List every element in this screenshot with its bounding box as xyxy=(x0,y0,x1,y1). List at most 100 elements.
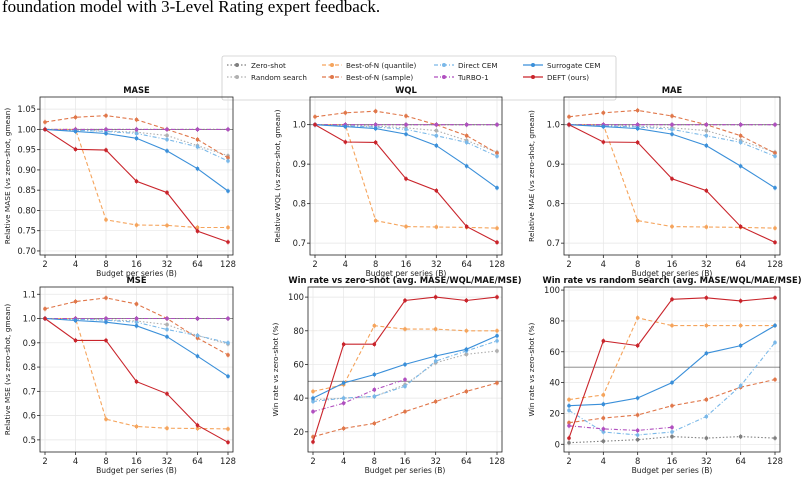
data-point xyxy=(434,143,439,148)
data-point xyxy=(341,396,346,400)
data-point xyxy=(738,164,743,168)
chart-panel-3: 0.7 0.8 0.9 1.0 2 4 8 16 32 64 128 MAE Budget per se… xyxy=(527,85,783,278)
data-point xyxy=(434,225,439,229)
legend-label: Best-of-N (sample) xyxy=(346,73,413,82)
data-point xyxy=(165,327,169,332)
data-point xyxy=(704,323,709,328)
x-tick-label: 16 xyxy=(401,259,412,269)
x-tick-label: 4 xyxy=(73,456,78,466)
data-point xyxy=(104,148,108,152)
series-surrogate-cem xyxy=(311,333,499,401)
data-point xyxy=(495,154,499,159)
legend-frame xyxy=(221,55,617,101)
data-point xyxy=(195,423,200,428)
data-point xyxy=(104,338,108,343)
data-point xyxy=(226,374,230,379)
data-point xyxy=(601,402,606,406)
data-point xyxy=(738,224,743,229)
y-axis-label: Relative MASE (vs zero-shot, gmean) xyxy=(3,108,12,245)
data-point xyxy=(134,117,139,122)
x-axis-label: Budget per series (B) xyxy=(366,269,447,278)
data-point xyxy=(104,296,108,300)
data-point xyxy=(104,320,108,324)
data-point xyxy=(134,127,139,132)
data-point xyxy=(567,423,571,428)
data-point xyxy=(434,188,439,193)
data-point xyxy=(464,389,469,394)
x-axis-label: Budget per series (B) xyxy=(365,466,446,475)
data-point xyxy=(635,108,640,113)
data-point xyxy=(433,295,438,299)
data-point xyxy=(104,217,108,222)
chart-panel-4: 0.5 0.6 0.7 0.8 0.9 1.0 1.1 2 4 8 16 32 64 128 MSE Budg… xyxy=(3,275,236,475)
data-point xyxy=(773,295,777,300)
data-point xyxy=(104,417,108,422)
chart-panel-5: 20 40 60 80 100 2 4 8 16 32 64 128 Win rate vs zero-… xyxy=(271,275,522,475)
series-zero-shot xyxy=(567,434,777,446)
x-tick-label: 2 xyxy=(42,456,47,466)
series-deft-ours xyxy=(313,122,499,245)
series-deft-ours xyxy=(567,122,777,245)
series-turbo-1 xyxy=(311,377,407,415)
data-point xyxy=(601,124,606,129)
x-tick-label: 128 xyxy=(767,259,783,269)
data-point xyxy=(704,351,709,356)
data-point xyxy=(601,430,606,434)
data-point xyxy=(373,126,378,131)
data-point xyxy=(738,140,743,145)
legend-item: Random search xyxy=(227,73,307,82)
data-point xyxy=(670,425,674,430)
legend: Zero-shot Random search Best-of-N (quantil… xyxy=(221,55,617,101)
data-point xyxy=(601,111,606,115)
data-point xyxy=(403,298,407,303)
data-point xyxy=(226,189,230,193)
x-tick-label: 64 xyxy=(735,259,746,269)
x-tick-label: 128 xyxy=(489,259,505,269)
x-tick-label: 128 xyxy=(220,259,236,269)
data-point xyxy=(704,128,709,133)
data-point xyxy=(670,176,674,181)
x-tick-label: 64 xyxy=(461,259,472,269)
data-point xyxy=(635,437,640,442)
data-point xyxy=(635,126,640,131)
data-point xyxy=(704,122,709,127)
data-point xyxy=(773,340,777,345)
data-point xyxy=(704,225,709,229)
series-best-of-n-sample xyxy=(311,380,499,440)
series-line xyxy=(568,425,673,431)
x-tick-label: 4 xyxy=(343,259,348,269)
y-tick-label: 0.5 xyxy=(23,435,36,445)
legend-label: DEFT (ours) xyxy=(547,73,589,82)
data-point xyxy=(195,333,200,338)
y-tick-label: 0.7 xyxy=(293,238,306,248)
y-axis-label: Relative MAE (vs zero-shot, gmean) xyxy=(527,110,536,242)
data-point xyxy=(134,131,139,136)
y-tick-label: 1.1 xyxy=(23,289,36,299)
y-tick-label: 40 xyxy=(549,378,560,388)
data-point xyxy=(773,436,777,440)
data-point xyxy=(601,339,606,343)
x-tick-label: 128 xyxy=(489,456,505,466)
data-point xyxy=(495,295,499,299)
data-point xyxy=(195,316,200,321)
x-tick-label: 8 xyxy=(372,456,377,466)
x-tick-label: 16 xyxy=(131,456,142,466)
x-tick-label: 16 xyxy=(131,259,142,269)
series-deft-ours xyxy=(43,126,230,245)
data-point xyxy=(226,341,230,345)
y-tick-label: 0.7 xyxy=(23,386,36,396)
data-point xyxy=(670,132,674,136)
data-point xyxy=(165,137,169,142)
data-point xyxy=(404,132,408,136)
data-point xyxy=(313,114,317,119)
legend-item: Best-of-N (sample) xyxy=(322,73,413,82)
x-axis-label: Budget per series (B) xyxy=(96,466,177,475)
y-axis-label: Win rate vs zero-shot (%) xyxy=(271,322,280,416)
data-point xyxy=(601,140,606,144)
data-point xyxy=(567,420,571,425)
data-point xyxy=(567,440,571,445)
data-point xyxy=(195,145,200,149)
series-direct-cem xyxy=(567,340,777,438)
data-point xyxy=(373,218,378,223)
x-tick-label: 32 xyxy=(162,259,173,269)
